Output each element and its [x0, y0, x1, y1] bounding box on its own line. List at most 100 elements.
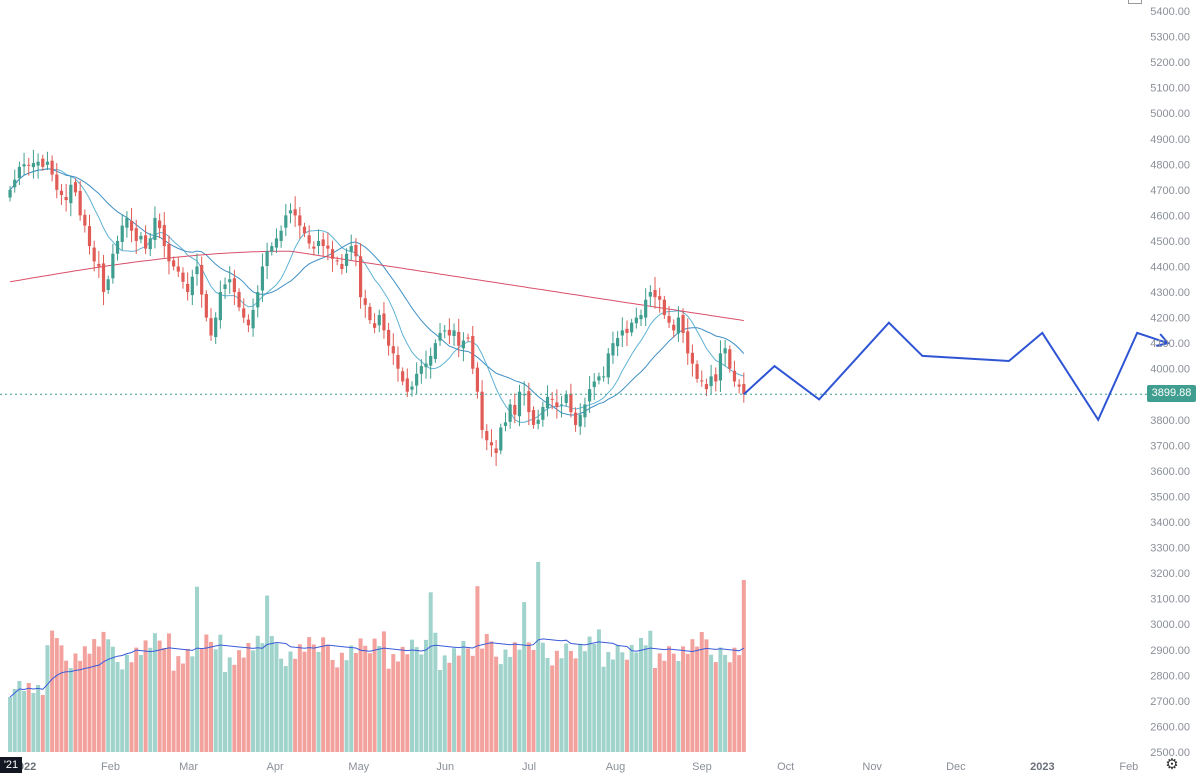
- candle-body: [545, 396, 550, 409]
- candle-body: [625, 328, 629, 333]
- volume-bar: [484, 634, 489, 752]
- x-tick-label: 2023: [1030, 761, 1054, 773]
- candle-body: [457, 331, 461, 346]
- candle-body: [602, 376, 606, 378]
- candle-body: [639, 315, 643, 320]
- x-tick-label: Oct: [777, 761, 794, 773]
- volume-bar: [489, 641, 494, 752]
- candle-body: [326, 245, 330, 249]
- candle-body: [172, 260, 176, 267]
- candle-body: [583, 404, 587, 418]
- volume-bar: [424, 639, 429, 752]
- candle-body: [503, 422, 508, 426]
- volume-bar: [45, 645, 50, 752]
- scale-marker[interactable]: [1128, 0, 1142, 4]
- volume-bar: [727, 662, 732, 752]
- volume-bar: [92, 639, 97, 752]
- candle-body: [363, 298, 367, 305]
- candle-body: [732, 370, 737, 382]
- candle-body: [387, 329, 391, 346]
- y-tick-label: 4600.00: [1150, 210, 1190, 222]
- y-tick-label: 4700.00: [1150, 185, 1190, 197]
- candle-body: [330, 249, 335, 259]
- candle-body: [410, 386, 414, 390]
- candle-body: [700, 380, 704, 382]
- gear-icon[interactable]: ⚙: [1165, 756, 1179, 773]
- volume-bar: [36, 685, 41, 752]
- candle-body: [92, 247, 96, 262]
- candle-body: [541, 407, 545, 420]
- candle-body: [321, 239, 325, 247]
- volume-bar: [526, 642, 531, 752]
- volume-bar: [709, 654, 714, 752]
- candle-body: [298, 215, 302, 226]
- candle-body: [704, 384, 709, 390]
- candle-body: [672, 324, 676, 331]
- volume-bar: [447, 662, 452, 752]
- volume-bar: [96, 646, 101, 752]
- volume-bar: [265, 595, 270, 752]
- candle-body: [489, 442, 494, 446]
- candle-body: [69, 184, 73, 204]
- volume-bar: [381, 631, 386, 752]
- candle-body: [475, 367, 480, 392]
- candle-body: [358, 256, 363, 298]
- candle-body: [723, 348, 727, 354]
- volume-bar: [634, 652, 639, 752]
- candle-body: [45, 161, 50, 165]
- candle-body: [139, 235, 143, 240]
- volume-bar: [372, 638, 377, 752]
- volume-bar: [232, 664, 237, 752]
- candle-body: [634, 317, 638, 324]
- volume-bar: [64, 660, 69, 752]
- candle-body: [606, 353, 610, 378]
- volume-bar: [288, 651, 293, 752]
- candle-body: [312, 246, 316, 249]
- y-tick-label: 4200.00: [1150, 313, 1190, 325]
- candle-body: [564, 394, 568, 403]
- x-tick-label: Nov: [862, 761, 882, 773]
- volume-bar: [723, 654, 728, 752]
- candle-body: [559, 404, 564, 406]
- candle-body: [536, 419, 540, 424]
- volume-bar: [475, 586, 480, 752]
- candle-body: [447, 329, 451, 336]
- candle-body: [461, 340, 465, 349]
- candle-body: [644, 299, 648, 318]
- candle-body: [218, 292, 222, 321]
- candle-body: [499, 427, 503, 451]
- volume-bar: [536, 562, 541, 752]
- volume-bar: [199, 649, 204, 752]
- volume-bar: [667, 646, 672, 752]
- volume-bar: [73, 653, 78, 752]
- volume-bar: [442, 655, 447, 752]
- volume-bar: [466, 648, 471, 752]
- volume-bar: [68, 668, 73, 752]
- volume-bar: [377, 646, 382, 752]
- volume-bar: [690, 639, 695, 752]
- candle-body: [176, 266, 180, 272]
- volume-moving-average: [9, 638, 745, 698]
- volume-bar: [624, 659, 629, 752]
- y-tick-label: 5100.00: [1150, 83, 1190, 95]
- volume-bar: [461, 641, 466, 752]
- volume-bar: [358, 638, 363, 752]
- candle-body: [695, 364, 699, 379]
- candle-body: [256, 292, 260, 308]
- volume-bar: [438, 670, 443, 752]
- volume-bar: [428, 592, 433, 752]
- volume-bar: [405, 654, 410, 752]
- candle-body: [83, 214, 87, 226]
- candle-body: [209, 318, 213, 336]
- year-badge: '21: [0, 757, 22, 773]
- candle-body: [382, 313, 386, 331]
- volume-bar: [302, 651, 307, 752]
- y-tick-label: 5400.00: [1150, 6, 1190, 18]
- candle-body: [115, 240, 120, 254]
- volume-bar: [59, 645, 64, 752]
- candle-body: [569, 393, 573, 413]
- y-tick-label: 4400.00: [1150, 262, 1190, 274]
- moving-average-line: [10, 250, 744, 322]
- volume-bar: [592, 644, 597, 752]
